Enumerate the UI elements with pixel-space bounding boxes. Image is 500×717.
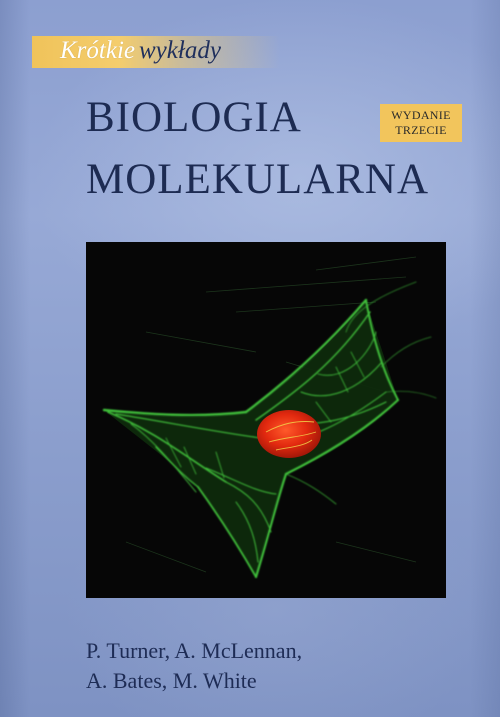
- edition-badge: WYDANIE TRZECIE: [380, 104, 462, 142]
- authors-line-2: A. Bates, M. White: [86, 668, 257, 693]
- edition-badge-line-1: WYDANIE: [391, 108, 451, 122]
- cell-micrograph-drawing: [102, 256, 437, 579]
- book-title-line-2: MOLEKULARNA: [86, 156, 430, 203]
- series-name-rest: wykłady: [139, 37, 221, 64]
- series-band: [32, 36, 280, 68]
- nucleus-shape: [257, 410, 321, 458]
- series-name-bold: Krótkie: [60, 37, 135, 64]
- book-title-line-1: BIOLOGIA: [86, 94, 302, 141]
- series-name: Krótkie wykłady: [60, 33, 221, 69]
- cell-micrograph: [86, 242, 446, 598]
- authors-line-1: P. Turner, A. McLennan,: [86, 638, 303, 663]
- edition-badge-line-2: TRZECIE: [395, 123, 447, 137]
